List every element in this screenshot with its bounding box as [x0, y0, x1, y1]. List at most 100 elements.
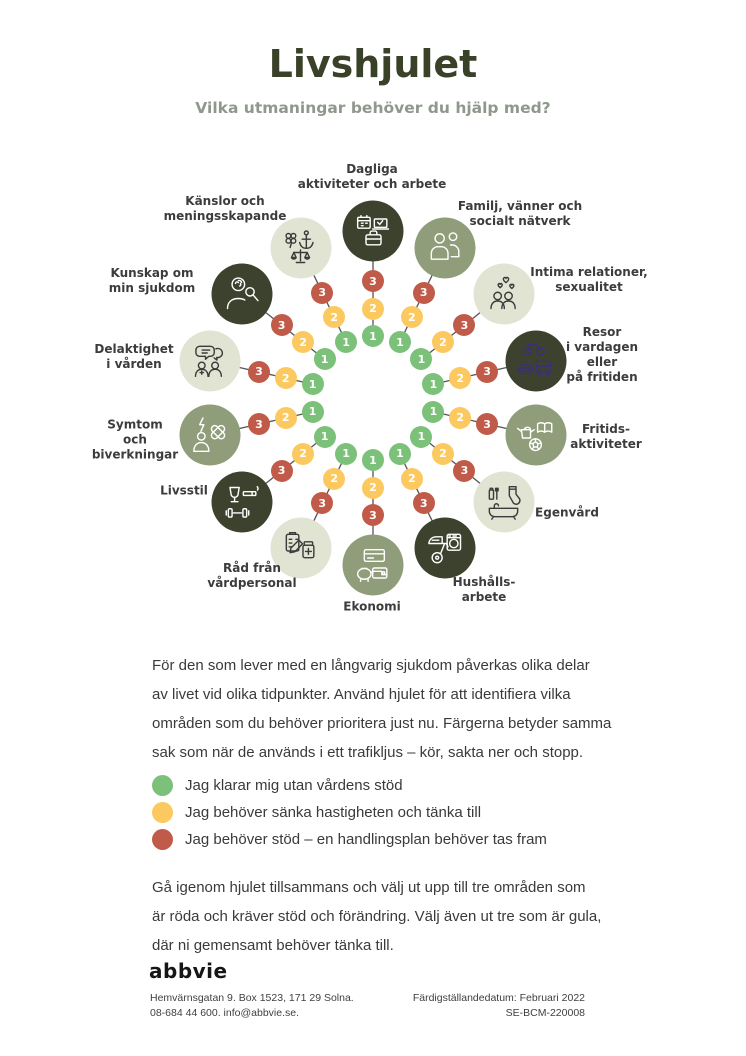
care-advice-scale-dot-2: 2	[323, 467, 346, 490]
selfcare-scale-dot-2: 2	[431, 442, 454, 465]
knowledge-scale-dot-2: 2	[292, 331, 315, 354]
economy-scale-dot-3: 3	[362, 504, 384, 526]
wheel-node-participation	[179, 330, 241, 392]
wheel-node-daily-activities	[342, 200, 404, 262]
wheel-label-family: Familj, vänner och socialt nätverk	[457, 199, 583, 228]
selfcare-scale-dot-1: 1	[410, 425, 433, 448]
intimacy-icon	[490, 277, 516, 310]
household-scale-dot-1: 1	[388, 442, 411, 465]
red-dot-icon	[152, 829, 173, 850]
page-title: Livshjulet	[268, 42, 478, 86]
outro-paragraph: Gå igenom hjulet tillsammans och välj ut…	[152, 879, 602, 954]
wheel-node-leisure	[505, 404, 567, 466]
wheel-label-leisure: Fritids- aktiviteter	[570, 422, 642, 451]
travel-scale-dot-1: 1	[422, 373, 445, 396]
wheel-label-selfcare: Egenvård	[535, 505, 599, 520]
travel-scale-dot-3: 3	[476, 360, 499, 383]
family-scale-dot-3: 3	[412, 281, 435, 304]
footer-address-line2: 08-684 44 600. info@abbvie.se.	[150, 1007, 300, 1019]
participation-icon	[194, 345, 223, 378]
intimacy-scale-dot-1: 1	[410, 348, 433, 371]
lifestyle-scale-dot-1: 1	[313, 425, 336, 448]
wheel-label-emotions: Känslor och meningsskapande	[163, 194, 287, 223]
emotions-scale-dot-2: 2	[323, 306, 346, 329]
wheel-node-emotions	[270, 217, 332, 279]
legend-item-yellow: Jag behöver sänka hastigheten och tänka …	[152, 799, 547, 826]
emotions-icon	[285, 230, 314, 264]
symptoms-scale-dot-2: 2	[274, 406, 297, 429]
wheel-label-economy: Ekonomi	[343, 599, 401, 614]
wheel-node-symptoms	[179, 404, 241, 466]
page-subtitle: Vilka utmaningar behöver du hjälp med?	[195, 99, 551, 117]
knowledge-icon	[226, 277, 259, 310]
emotions-scale-dot-1: 1	[335, 331, 358, 354]
intimacy-scale-dot-2: 2	[431, 331, 454, 354]
wheel-node-care-advice	[270, 517, 332, 579]
selfcare-scale-dot-3: 3	[453, 459, 476, 482]
economy-icon	[356, 548, 388, 582]
legend-item-red: Jag behöver stöd – en handlingsplan behö…	[152, 826, 547, 853]
wheel-label-lifestyle: Livsstil	[160, 483, 208, 498]
selfcare-icon	[488, 485, 521, 520]
family-scale-dot-1: 1	[388, 331, 411, 354]
legend-item-green: Jag klarar mig utan vårdens stöd	[152, 772, 547, 799]
wheel-node-family	[414, 217, 476, 279]
wheel-node-household	[414, 517, 476, 579]
travel-scale-dot-2: 2	[449, 367, 472, 390]
wheel-label-intimacy: Intima relationer, sexualitet	[530, 265, 648, 294]
symptoms-icon	[192, 416, 225, 452]
wheel-label-daily-activities: Dagliga aktiviteter och arbete	[297, 162, 447, 191]
lifestyle-scale-dot-2: 2	[292, 442, 315, 465]
intimacy-scale-dot-3: 3	[453, 314, 476, 337]
household-scale-dot-2: 2	[400, 467, 423, 490]
participation-scale-dot-3: 3	[247, 360, 270, 383]
traffic-light-legend: Jag klarar mig utan vårdens stöd Jag beh…	[152, 772, 547, 853]
care-advice-icon	[285, 531, 315, 559]
travel-icon	[518, 344, 552, 376]
household-scale-dot-3: 3	[412, 492, 435, 515]
daily-activities-scale-dot-1: 1	[362, 325, 384, 347]
wheel-node-selfcare	[473, 471, 535, 533]
intro-paragraph: För den som lever med en långvarig sjukd…	[152, 657, 612, 761]
knowledge-scale-dot-1: 1	[313, 348, 336, 371]
family-icon	[430, 232, 460, 260]
leisure-icon	[517, 421, 553, 451]
wheel-node-travel	[505, 330, 567, 392]
daily-activities-scale-dot-3: 3	[362, 270, 384, 292]
family-scale-dot-2: 2	[400, 306, 423, 329]
household-icon	[428, 533, 462, 564]
footer-address-line1: Hemvärnsgatan 9. Box 1523, 171 29 Solna.	[150, 992, 354, 1004]
symptoms-scale-dot-1: 1	[301, 400, 324, 423]
leisure-scale-dot-1: 1	[422, 400, 445, 423]
care-advice-scale-dot-1: 1	[335, 442, 358, 465]
legend-label: Jag klarar mig utan vårdens stöd	[185, 777, 403, 794]
economy-scale-dot-1: 1	[362, 449, 384, 471]
wheel-label-participation: Delaktighet i vården	[94, 342, 174, 371]
wheel-node-knowledge	[211, 263, 273, 325]
daily-activities-scale-dot-2: 2	[362, 297, 384, 320]
daily-activities-icon	[356, 214, 389, 246]
economy-scale-dot-2: 2	[362, 476, 384, 499]
lifestyle-icon	[225, 485, 259, 518]
wheel-label-travel: Resor i vardagen eller på fritiden	[565, 325, 639, 384]
footer-address: Hemvärnsgatan 9. Box 1523, 171 29 Solna.…	[150, 991, 354, 1021]
wheel-node-economy	[342, 534, 404, 596]
lifestyle-scale-dot-3: 3	[270, 459, 293, 482]
abbvie-logo: abbvie	[149, 959, 228, 983]
wheel-node-intimacy	[473, 263, 535, 325]
life-wheel-diagram: 1 2 3 Dagliga aktiviteter och arbete 1 2 3 Fami…	[92, 162, 648, 614]
wheel-node-lifestyle	[211, 471, 273, 533]
legend-label: Jag behöver stöd – en handlingsplan behö…	[185, 831, 547, 848]
wheel-label-knowledge: Kunskap om min sjukdom	[108, 266, 196, 295]
wheel-label-household: Hushålls- arbete	[452, 575, 516, 604]
knowledge-scale-dot-3: 3	[270, 314, 293, 337]
yellow-dot-icon	[152, 802, 173, 823]
participation-scale-dot-1: 1	[301, 373, 324, 396]
wheel-label-care-advice: Råd från vårdpersonal	[207, 561, 297, 590]
emotions-scale-dot-3: 3	[311, 281, 334, 304]
care-advice-scale-dot-3: 3	[311, 492, 334, 515]
footer-completion-date: Färdigställandedatum: Februari 2022	[412, 992, 585, 1004]
legend-label: Jag behöver sänka hastigheten och tänka …	[185, 804, 482, 821]
leisure-scale-dot-2: 2	[449, 406, 472, 429]
symptoms-scale-dot-3: 3	[247, 413, 270, 436]
